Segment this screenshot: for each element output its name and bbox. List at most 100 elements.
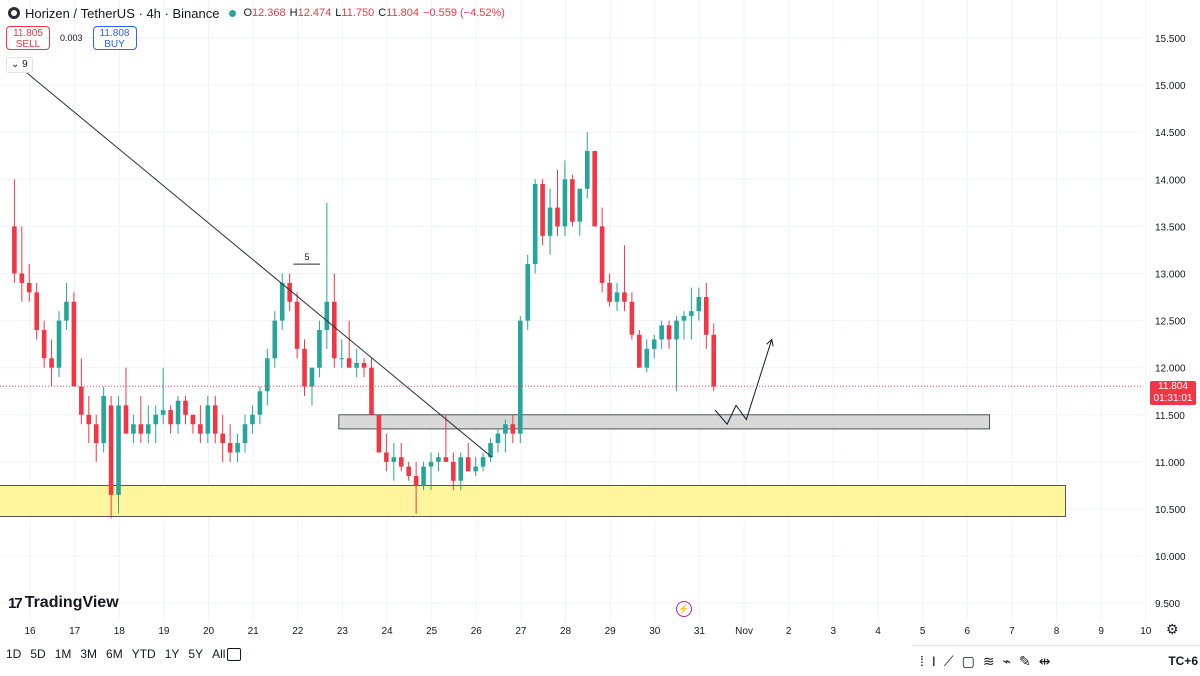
candle-body[interactable]	[131, 424, 136, 434]
period-5d[interactable]: 5D	[30, 647, 46, 661]
candle-body[interactable]	[532, 184, 538, 265]
forecast-path[interactable]	[714, 339, 773, 426]
trendline-icon[interactable]: ⟋	[943, 652, 954, 669]
period-3m[interactable]: 3M	[80, 647, 98, 661]
candle-body[interactable]	[458, 457, 464, 481]
candle-body[interactable]	[361, 362, 367, 368]
candle-body[interactable]	[34, 292, 39, 331]
candle-body[interactable]	[644, 348, 650, 368]
period-1y[interactable]: 1Y	[164, 647, 180, 661]
candle-body[interactable]	[659, 325, 664, 340]
candle-body[interactable]	[406, 466, 411, 477]
candle-body[interactable]	[56, 320, 62, 368]
candle-body[interactable]	[495, 433, 501, 444]
candle-body[interactable]	[212, 405, 218, 434]
candle-body[interactable]	[205, 405, 211, 434]
pattern-icon[interactable]: ⌁	[1002, 652, 1011, 669]
candle-body[interactable]	[317, 330, 322, 368]
date-range-icon[interactable]	[227, 648, 241, 661]
candle-body[interactable]	[242, 424, 248, 444]
indicators-toggle[interactable]: ⌄ 9	[6, 57, 33, 73]
quote-name[interactable]: TetherUS	[80, 5, 135, 21]
candle-body[interactable]	[637, 334, 642, 368]
candle-body[interactable]	[64, 301, 69, 321]
rectangle-icon[interactable]: ▢	[961, 652, 975, 669]
candle-body[interactable]	[465, 457, 471, 472]
candle-body[interactable]	[257, 391, 263, 415]
candle-body[interactable]	[540, 184, 545, 236]
period-5y[interactable]: 5Y	[188, 647, 204, 661]
candle-body[interactable]	[265, 358, 270, 392]
candle-body[interactable]	[71, 301, 77, 387]
candle-body[interactable]	[145, 424, 151, 434]
candle-body[interactable]	[294, 301, 300, 349]
trendline[interactable]	[18, 65, 493, 458]
candle-body[interactable]	[562, 179, 568, 227]
candle-body[interactable]	[346, 358, 352, 368]
interval-label[interactable]: 4h	[146, 5, 161, 21]
candle-body[interactable]	[123, 405, 129, 434]
buy-button[interactable]: 11.808 BUY	[92, 26, 137, 50]
candle-body[interactable]	[79, 386, 84, 415]
candle-body[interactable]	[525, 264, 531, 321]
candle-body[interactable]	[235, 443, 240, 453]
candle-body[interactable]	[651, 339, 657, 349]
candle-body[interactable]	[391, 457, 397, 462]
candle-body[interactable]	[250, 414, 255, 425]
candle-body[interactable]	[376, 414, 382, 453]
candle-body[interactable]	[384, 452, 389, 462]
lightning-icon[interactable]: ⚡	[676, 601, 692, 617]
candle-body[interactable]	[12, 226, 17, 274]
cursor-icon[interactable]: ⁞	[920, 653, 924, 669]
candle-body[interactable]	[436, 457, 441, 462]
candle-body[interactable]	[674, 320, 679, 340]
candle-body[interactable]	[49, 358, 54, 368]
candle-body[interactable]	[681, 315, 687, 321]
candle-body[interactable]	[614, 292, 620, 302]
candle-body[interactable]	[584, 151, 590, 189]
candle-body[interactable]	[421, 466, 426, 486]
candle-body[interactable]	[473, 466, 478, 472]
candle-body[interactable]	[339, 358, 345, 360]
candle-body[interactable]	[302, 348, 307, 387]
candle-body[interactable]	[324, 301, 330, 331]
candle-body[interactable]	[272, 320, 278, 359]
candle-body[interactable]	[592, 151, 597, 227]
candle-body[interactable]	[666, 325, 672, 340]
candle-body[interactable]	[309, 367, 315, 387]
candle-body[interactable]	[227, 443, 233, 453]
candle-body[interactable]	[369, 367, 374, 415]
candle-body[interactable]	[711, 334, 717, 387]
candle-body[interactable]	[607, 282, 612, 302]
candle-body[interactable]	[599, 226, 605, 283]
candle-body[interactable]	[101, 395, 106, 444]
candle-body[interactable]	[168, 410, 173, 425]
candle-body[interactable]	[480, 457, 486, 467]
candle-body[interactable]	[86, 414, 92, 425]
candle-body[interactable]	[428, 461, 434, 467]
candle-body[interactable]	[503, 424, 508, 434]
period-all[interactable]: All	[212, 647, 226, 661]
candle-body[interactable]	[26, 282, 32, 293]
candle-body[interactable]	[488, 443, 493, 458]
candle-body[interactable]	[570, 179, 575, 222]
candle-body[interactable]	[183, 400, 188, 415]
candle-body[interactable]	[547, 207, 553, 236]
resistance-zone[interactable]	[338, 414, 990, 430]
candle-body[interactable]	[198, 424, 203, 434]
candle-body[interactable]	[19, 273, 25, 283]
candle-body[interactable]	[331, 301, 337, 359]
period-1m[interactable]: 1M	[54, 647, 72, 661]
candle-body[interactable]	[517, 320, 523, 434]
candle-body[interactable]	[451, 461, 456, 481]
candle-body[interactable]	[93, 424, 99, 444]
candle-body[interactable]	[175, 400, 181, 425]
support-zone[interactable]	[0, 485, 1066, 517]
timezone-label[interactable]: TC+6	[1168, 654, 1198, 668]
candle-body[interactable]	[577, 188, 583, 222]
candle-body[interactable]	[116, 405, 121, 495]
candle-body[interactable]	[354, 362, 359, 368]
period-ytd[interactable]: YTD	[131, 647, 156, 661]
candle-body[interactable]	[108, 405, 114, 495]
